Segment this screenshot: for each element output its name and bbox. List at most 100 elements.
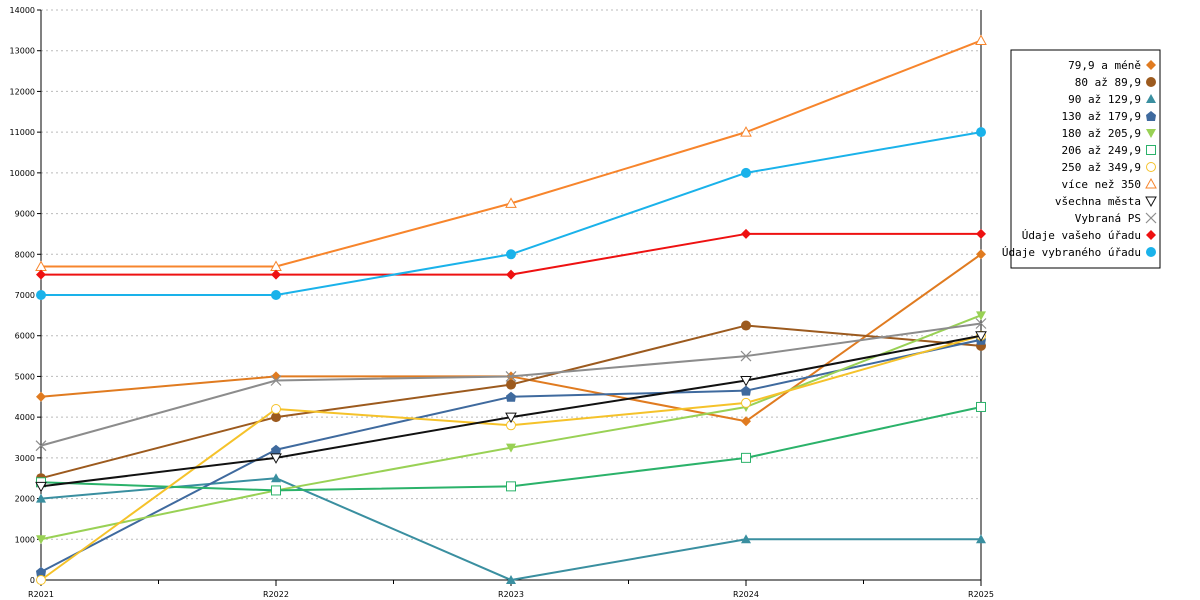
- series-7: [35, 34, 987, 271]
- data-point: [741, 452, 751, 463]
- legend-entry: více než 350: [1062, 177, 1157, 191]
- x-tick-label: R2024: [733, 590, 759, 599]
- legend: 79,9 a méně 80 až 89,9 90 až 129,9 130 až 1…: [1002, 49, 1161, 269]
- y-tick-label: 14000: [10, 6, 35, 15]
- legend-entry: Vybraná PS: [1075, 212, 1157, 225]
- legend-entry: 79,9 a méně: [1068, 59, 1156, 72]
- x-tick-label: R2023: [498, 590, 524, 599]
- legend-marker: [1146, 162, 1156, 172]
- data-point: [740, 350, 752, 362]
- data-point: [36, 535, 46, 545]
- data-point: [506, 379, 516, 390]
- legend-label: 180 až 205,9: [1062, 127, 1141, 140]
- data-point: [506, 575, 516, 584]
- data-point: [36, 290, 46, 300]
- legend-label: Vybraná PS: [1075, 212, 1141, 225]
- data-point: [271, 404, 281, 414]
- legend-entry: Údaje vašeho úřadu: [1022, 229, 1156, 242]
- legend-label: 250 až 349,9: [1062, 161, 1141, 174]
- legend-label: 79,9 a méně: [1068, 59, 1141, 72]
- data-point: [975, 318, 987, 329]
- y-tick-label: 11000: [10, 128, 35, 137]
- y-tick-label: 13000: [10, 47, 35, 56]
- series-9: [35, 318, 987, 452]
- data-point: [741, 534, 751, 544]
- data-point: [270, 375, 282, 386]
- legend-entry: Údaje vybraného úřadu: [1002, 246, 1156, 259]
- data-point: [975, 34, 987, 46]
- data-point: [506, 249, 516, 260]
- data-point: [506, 481, 516, 492]
- series-6: [36, 330, 986, 585]
- data-point: [271, 485, 281, 496]
- data-point: [976, 534, 986, 544]
- series-line: [40, 324, 982, 480]
- legend-marker: [1146, 230, 1156, 240]
- data-point: [271, 473, 281, 483]
- legend-entry: 130 až 179,9: [1062, 110, 1156, 123]
- y-tick-label: 4000: [15, 413, 35, 422]
- data-point: [271, 444, 281, 455]
- data-point: [505, 197, 517, 208]
- series-8: [35, 331, 987, 493]
- data-point: [36, 493, 46, 503]
- data-point: [505, 371, 517, 382]
- data-point: [741, 167, 751, 178]
- series-line: [40, 477, 981, 581]
- legend-label: 80 až 89,9: [1075, 76, 1141, 89]
- data-point: [976, 401, 986, 412]
- data-point: [36, 269, 46, 280]
- legend-marker: [1146, 247, 1156, 257]
- legend-entry: 250 až 349,9: [1062, 161, 1156, 174]
- y-tick-label: 1000: [15, 535, 35, 544]
- x-tick-label: R2022: [263, 590, 289, 599]
- legend-label: více než 350: [1062, 178, 1141, 191]
- series-line: [40, 334, 982, 488]
- y-tick-label: 8000: [15, 250, 35, 259]
- legend-marker: [1145, 196, 1157, 208]
- x-tick-label: R2021: [28, 590, 54, 599]
- data-point: [36, 566, 46, 577]
- series-2: [36, 473, 986, 584]
- data-point: [36, 391, 46, 402]
- legend-marker: [1146, 111, 1156, 121]
- data-point: [35, 481, 47, 493]
- data-point: [976, 249, 986, 260]
- data-point: [270, 453, 282, 464]
- data-point: [506, 391, 516, 402]
- data-point: [271, 371, 281, 382]
- data-point: [976, 311, 986, 321]
- legend-label: 90 až 129,9: [1068, 93, 1141, 106]
- legend-marker: [1146, 129, 1156, 138]
- data-point: [505, 412, 517, 424]
- series-3: [36, 334, 986, 577]
- legend-label: 130 až 179,9: [1062, 110, 1141, 123]
- series-line: [41, 39, 982, 268]
- series-1: [36, 320, 986, 484]
- data-point: [271, 412, 281, 423]
- series-11: [36, 127, 986, 300]
- y-tick-label: 2000: [15, 495, 35, 504]
- series-10: [36, 228, 986, 280]
- y-tick-label: 12000: [10, 87, 35, 96]
- legend-marker: [1146, 145, 1156, 155]
- legend-entry: 90 až 129,9: [1068, 93, 1156, 106]
- data-point: [740, 376, 752, 387]
- data-point: [35, 440, 47, 452]
- y-tick-label: 7000: [15, 291, 35, 300]
- data-point: [741, 416, 751, 427]
- y-tick-label: 0: [30, 576, 35, 585]
- legend-marker: [1146, 94, 1156, 103]
- legend-label: Údaje vybraného úřadu: [1002, 246, 1141, 259]
- y-tick-label: 6000: [15, 332, 35, 341]
- data-point: [740, 126, 752, 137]
- y-tick-label: 10000: [10, 169, 35, 178]
- data-point: [975, 331, 987, 342]
- legend-entry: 206 až 249,9: [1062, 144, 1156, 157]
- axes: 0 1000 2000 3000 4000 5000 6000 7000 8000 9000 100…: [10, 6, 994, 599]
- y-tick-label: 3000: [15, 454, 35, 463]
- y-tick-label: 5000: [15, 372, 35, 381]
- legend-marker: [1145, 177, 1157, 189]
- legend-marker: [1145, 212, 1157, 224]
